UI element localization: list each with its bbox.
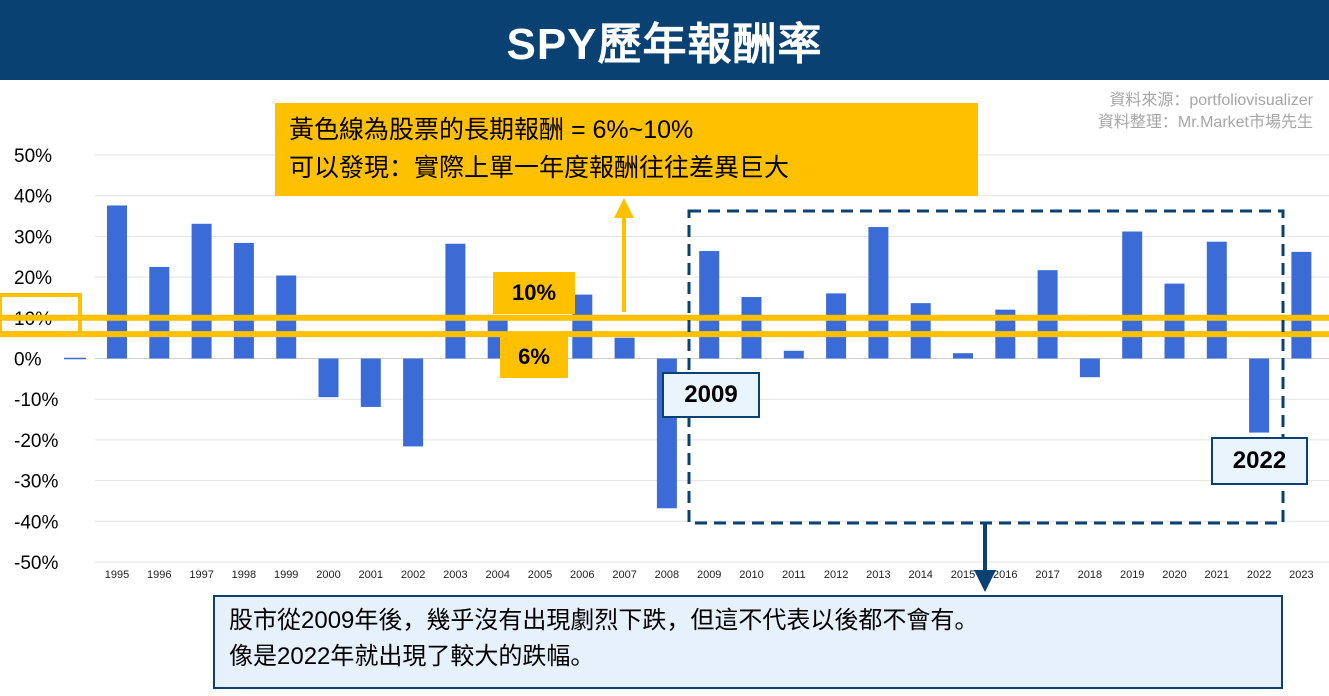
x-tick-label: 2013 — [866, 569, 890, 581]
y-tick-label: 40% — [14, 187, 52, 208]
x-tick-label: 1995 — [105, 569, 129, 581]
y-tick-label: 20% — [14, 268, 52, 289]
x-tick-label: 2010 — [739, 569, 763, 581]
chart-title: SPY歷年報酬率 — [506, 20, 823, 69]
y-tick-label: 0% — [14, 350, 42, 371]
yellow-callout: 黃色線為股票的長期報酬 = 6%~10% 可以發現：實際上單一年度報酬往往差異巨… — [275, 103, 978, 196]
x-tick-label: 2020 — [1162, 569, 1186, 581]
x-tick-label: 2006 — [570, 569, 594, 581]
bar-2003 — [445, 243, 466, 359]
bar-2001 — [360, 358, 381, 407]
x-tick-label: 1996 — [147, 569, 171, 581]
bar-2021 — [1206, 241, 1227, 359]
bars — [107, 205, 1312, 509]
y-tick-label: -20% — [14, 431, 58, 452]
x-tick-label: 2014 — [908, 569, 932, 581]
x-tick-label: 2000 — [316, 569, 340, 581]
x-tick-label: 2005 — [528, 569, 552, 581]
x-tick-label: 2019 — [1120, 569, 1144, 581]
bar-1998 — [233, 242, 254, 359]
x-tick-label: 2023 — [1289, 569, 1313, 581]
y-tick-label: 50% — [14, 146, 52, 167]
annotations — [614, 198, 1285, 592]
note-line-1: 股市從2009年後，幾乎沒有出現劇烈下跌，但這不代表以後都不會有。 — [229, 607, 979, 634]
arrow-up-head — [614, 198, 634, 218]
x-tick-label: 2018 — [1078, 569, 1102, 581]
x-tick-label: 1997 — [189, 569, 213, 581]
bar-2011 — [783, 350, 804, 359]
x-tick-label: 2002 — [401, 569, 425, 581]
source-line-2: 資料整理：Mr.Market市場先生 — [1097, 114, 1313, 131]
band-bracket — [0, 293, 82, 335]
lower-line-tag: 6% — [500, 336, 568, 378]
y-tick-label: -10% — [14, 390, 58, 411]
x-tick-label: 2011 — [782, 569, 806, 581]
bar-2015 — [953, 353, 973, 359]
x-tick-label: 2008 — [655, 569, 679, 581]
bar-2012 — [826, 293, 847, 359]
y-axis-ticks: 50%40%30%20%10%0%-10%-20%-30%-40%-50% — [14, 146, 58, 574]
x-tick-label: 2009 — [697, 569, 721, 581]
label-2009: 2009 — [662, 372, 760, 418]
x-tick-label: 2003 — [443, 569, 467, 581]
x-tick-label: 2007 — [612, 569, 636, 581]
x-tick-label: 1999 — [274, 569, 298, 581]
bar-2017 — [1037, 270, 1058, 359]
bar-2014 — [910, 303, 931, 359]
bar-chart: 50% 40% 30% 20% 10% 0% -10% -20% -30% -40% -50% 19… — [0, 146, 1329, 592]
bar-2020 — [1164, 283, 1185, 359]
x-tick-label: 2022 — [1247, 569, 1271, 581]
x-axis-ticks: 1995 1996 1997 1998 1999 2000 2001 2002 2003 2004… — [105, 569, 1314, 581]
x-tick-label: 2012 — [824, 569, 848, 581]
y-tick-label: -40% — [14, 512, 58, 533]
bar-2009 — [699, 251, 720, 359]
callout-line-2: 可以發現：實際上單一年度報酬往往差異巨大 — [289, 154, 790, 182]
source-note: 資料來源：portfoliovisualizer 資料整理：Mr.Market市… — [1098, 90, 1313, 134]
y-tick-label: 30% — [14, 227, 52, 248]
x-tick-label: 2017 — [1035, 569, 1059, 581]
bar-1997 — [191, 223, 212, 359]
x-tick-label: 2001 — [359, 569, 383, 581]
bar-2018 — [1079, 358, 1100, 378]
x-tick-label: 1998 — [232, 569, 256, 581]
bar-2022 — [1249, 358, 1270, 433]
upper-line-tag: 10% — [493, 272, 575, 314]
label-2022: 2022 — [1211, 437, 1308, 485]
x-tick-label: 2016 — [993, 569, 1017, 581]
y-tick-label: -50% — [14, 553, 58, 574]
bar-1996 — [149, 266, 170, 359]
callout-line-1: 黃色線為股票的長期報酬 = 6%~10% — [289, 116, 694, 144]
x-tick-label: 2004 — [485, 569, 509, 581]
bar-2006 — [572, 294, 593, 359]
y-tick-label: -30% — [14, 472, 58, 493]
bar-2010 — [741, 297, 762, 359]
source-line-1: 資料來源：portfoliovisualizer — [1109, 92, 1313, 109]
bar-2002 — [403, 358, 424, 447]
bar-2019 — [1122, 231, 1143, 359]
bar-2007 — [614, 337, 635, 359]
title-bar: SPY歷年報酬率 — [0, 0, 1329, 80]
bar-2000 — [318, 358, 339, 398]
reference-lines — [0, 293, 1329, 338]
x-tick-label: 2021 — [1205, 569, 1229, 581]
bar-2013 — [868, 227, 889, 359]
note-line-2: 像是2022年就出現了較大的跌幅。 — [229, 643, 595, 670]
conclusion-note: 股市從2009年後，幾乎沒有出現劇烈下跌，但這不代表以後都不會有。 像是2022… — [213, 595, 1283, 689]
highlight-period-box — [687, 209, 1285, 525]
x-tick-label: 2015 — [951, 569, 975, 581]
bar-2023 — [1291, 251, 1312, 359]
arrow-down-head — [974, 570, 996, 592]
